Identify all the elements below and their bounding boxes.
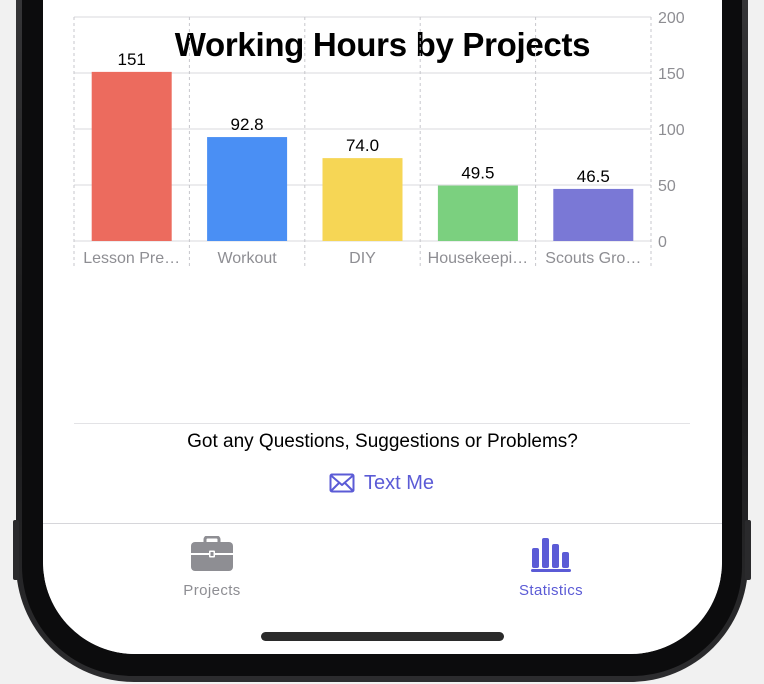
x-tick-label: DIY bbox=[349, 250, 376, 267]
text-me-label: Text Me bbox=[364, 471, 435, 494]
divider bbox=[74, 423, 690, 424]
tab-projects-label: Projects bbox=[183, 582, 241, 599]
chart-title: Working Hours by Projects bbox=[174, 26, 591, 63]
tab-statistics-label: Statistics bbox=[518, 582, 583, 599]
bar-value-label: 92.8 bbox=[231, 115, 264, 134]
screen: Working Hours by Projects 0 50 100 150 200 15… bbox=[43, 0, 722, 654]
y-tick-label: 150 bbox=[658, 66, 685, 83]
bar-chart-icon bbox=[531, 538, 571, 572]
tab-bar: Projects Statistics bbox=[43, 523, 722, 654]
tab-projects[interactable]: Projects bbox=[112, 524, 312, 604]
side-button bbox=[745, 520, 751, 580]
briefcase-icon bbox=[191, 536, 233, 571]
y-tick-label: 50 bbox=[658, 178, 676, 195]
x-tick-label: Housekeepi… bbox=[428, 250, 529, 267]
bar[interactable] bbox=[91, 71, 172, 241]
bar-value-label: 46.5 bbox=[577, 167, 610, 186]
x-tick-label: Workout bbox=[217, 250, 277, 267]
y-tick-label: 0 bbox=[658, 234, 667, 251]
x-tick-label: Scouts Gro… bbox=[545, 250, 641, 267]
text-me-button[interactable]: Text Me bbox=[329, 469, 434, 497]
bar[interactable] bbox=[322, 158, 403, 241]
feedback-question: Got any Questions, Suggestions or Proble… bbox=[187, 431, 578, 452]
bar[interactable] bbox=[207, 137, 288, 241]
home-indicator bbox=[261, 632, 504, 641]
x-tick-label: Lesson Pre… bbox=[83, 250, 180, 267]
y-tick-label: 100 bbox=[658, 122, 685, 139]
tab-statistics[interactable]: Statistics bbox=[451, 524, 651, 604]
bar-value-label: 74.0 bbox=[346, 136, 379, 155]
side-button bbox=[13, 520, 19, 580]
bar[interactable] bbox=[437, 185, 518, 241]
bar-value-label: 151 bbox=[118, 50, 146, 69]
y-tick-label: 200 bbox=[658, 10, 685, 27]
bar[interactable] bbox=[553, 188, 634, 241]
bar-value-label: 49.5 bbox=[461, 164, 494, 183]
bar-chart: 0 50 100 150 200 151 Lesson Pre… 92.8 Workout 74.… bbox=[73, 10, 685, 267]
envelope-icon bbox=[329, 473, 355, 493]
